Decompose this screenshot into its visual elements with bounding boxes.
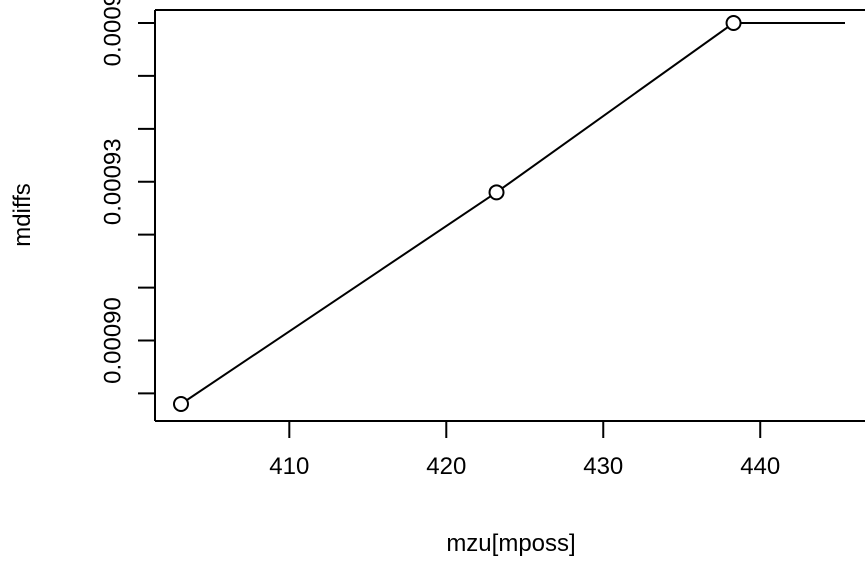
y-axis: 0.00090 0.00093 0.00096	[99, 0, 155, 395]
x-tick-label-440: 440	[740, 453, 780, 480]
data-point-1	[488, 184, 505, 201]
data-point-0	[173, 396, 189, 412]
x-axis-label: mzu[mposs]	[446, 530, 575, 557]
x-tick-label-430: 430	[583, 453, 623, 480]
y-tick-label-2: 0.00096	[99, 0, 126, 66]
x-axis: 410 420 430 440	[269, 421, 780, 480]
series-line-0	[180, 22, 845, 405]
y-tick-label-0: 0.00090	[99, 297, 126, 384]
x-tick-label-410: 410	[269, 453, 309, 480]
y-axis-label: mdiffs	[9, 183, 36, 247]
y-tick-label-1: 0.00093	[99, 138, 126, 225]
x-tick-label-420: 420	[426, 453, 466, 480]
series-layer	[173, 15, 845, 412]
data-point-2	[725, 15, 742, 31]
plot-frame	[154, 9, 865, 422]
